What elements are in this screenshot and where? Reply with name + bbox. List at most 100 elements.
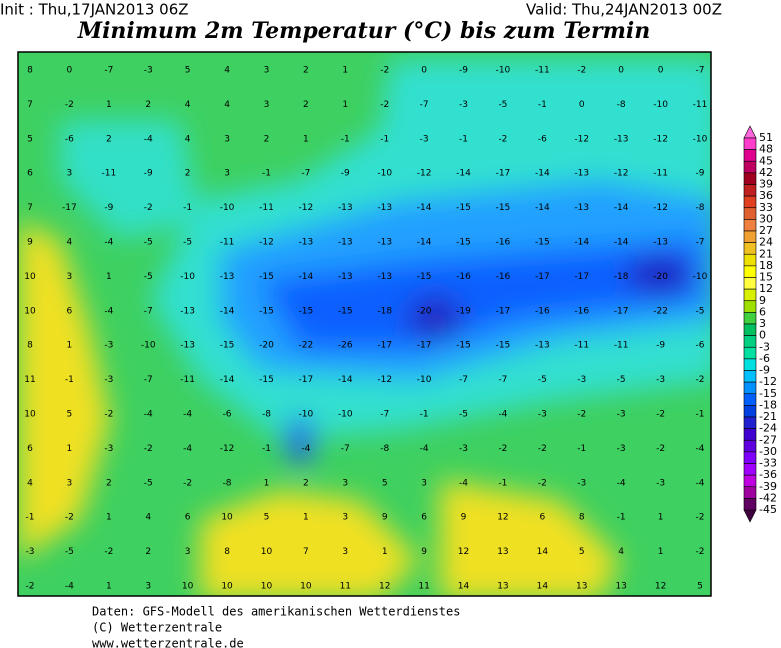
grid-value: -1 [183, 203, 192, 213]
colorbar-box [743, 335, 757, 348]
grid-value: 0 [421, 66, 427, 76]
grid-value: -3 [617, 444, 626, 454]
colorbar-box [743, 393, 757, 406]
grid-value: -16 [496, 272, 511, 282]
grid-value: 12 [497, 513, 508, 523]
grid-value: 5 [579, 547, 585, 557]
grid-value: -3 [420, 134, 429, 144]
grid-value: 9 [27, 238, 33, 248]
grid-value: -4 [144, 134, 153, 144]
grid-value: 11 [418, 582, 429, 592]
colorbar-label: 15 [759, 271, 773, 284]
grid-value: -1 [262, 444, 271, 454]
grid-value: -14 [417, 203, 432, 213]
map-field: 8 0 -7 -3 5 4 3 2 1 -2 0 -9 -10 -11 -2 0 0 -77 -2 1 2 4 4 3 2 1 -2… [18, 52, 711, 596]
grid-value: -1 [498, 478, 507, 488]
grid-value: -8 [262, 410, 271, 420]
grid-value: -2 [183, 478, 192, 488]
grid-value: 1 [303, 513, 309, 523]
grid-value: -9 [656, 341, 665, 351]
grid-value: 4 [185, 100, 191, 110]
grid-value: -5 [144, 478, 153, 488]
grid-value: -11 [693, 100, 708, 110]
grid-value: 2 [264, 134, 270, 144]
grid-value: -1 [380, 134, 389, 144]
grid-value: 0 [579, 100, 585, 110]
colorbar-label: 3 [759, 317, 766, 330]
colorbar-box [743, 230, 757, 243]
grid-value: -12 [417, 169, 432, 179]
grid-value: -13 [377, 272, 392, 282]
grid-value: -15 [496, 341, 511, 351]
grid-value: -4 [183, 444, 192, 454]
grid-value: 3 [145, 582, 151, 592]
colorbar-label: -42 [759, 491, 777, 504]
grid-value: -7 [341, 444, 350, 454]
grid-value: -14 [614, 203, 629, 213]
grid-value: 8 [27, 66, 33, 76]
grid-value: 9 [382, 513, 388, 523]
grid-value: -13 [377, 238, 392, 248]
grid-value: 14 [458, 582, 470, 592]
grid-value: -2 [656, 444, 665, 454]
grid-value: 5 [27, 134, 33, 144]
grid-value: 1 [106, 100, 112, 110]
grid-value: -13 [338, 203, 353, 213]
grid-value: 8 [27, 341, 33, 351]
colorbar-label: 21 [759, 247, 773, 260]
grid-value: -6 [538, 134, 547, 144]
colorbar-box [743, 474, 757, 488]
colorbar-label: -6 [759, 352, 770, 365]
grid-value: 13 [615, 582, 626, 592]
grid-value: 2 [106, 134, 112, 144]
grid-value: -12 [377, 375, 392, 385]
colorbar-label: -27 [759, 433, 777, 446]
grid-value: -1 [696, 410, 705, 420]
colorbar-label: -3 [759, 340, 770, 353]
grid-value: -8 [223, 478, 232, 488]
grid-value: -14 [535, 203, 550, 213]
grid-value: -14 [299, 272, 314, 282]
grid-value: -1 [65, 375, 74, 385]
colorbar-box [743, 253, 757, 267]
grid-value: -10 [141, 341, 156, 351]
grid-value: -5 [144, 272, 153, 282]
grid-value: -4 [696, 444, 705, 454]
grid-value: -20 [417, 306, 432, 316]
grid-value: 12 [379, 582, 390, 592]
grid-value: -13 [338, 238, 353, 248]
colorbar-box [743, 219, 757, 232]
value-labels: 8 0 -7 -3 5 4 3 2 1 -2 0 -9 -10 -11 -2 0 0 -77 -2 1 2 4 4 3 2 1 -2… [24, 66, 707, 592]
colorbar-box [743, 439, 757, 453]
colorbar-box [743, 242, 757, 255]
grid-value: 0 [67, 66, 73, 76]
grid-value: -15 [259, 375, 274, 385]
grid-value: -13 [338, 272, 353, 282]
grid-value: -3 [459, 100, 468, 110]
grid-value: -14 [614, 238, 629, 248]
grid-value: 2 [145, 547, 151, 557]
grid-value: -9 [696, 169, 705, 179]
colorbar-label: -9 [759, 364, 770, 377]
grid-value: 3 [224, 169, 230, 179]
grid-value: -10 [417, 375, 432, 385]
grid-value: -1 [341, 134, 350, 144]
colorbar-label: -18 [759, 398, 777, 411]
grid-value: -2 [104, 547, 113, 557]
grid-value: 10 [221, 582, 233, 592]
grid-value: -8 [696, 203, 705, 213]
grid-value: 3 [67, 478, 73, 488]
map-frame [17, 51, 712, 597]
colorbar-box [743, 149, 757, 162]
colorbar-label: 36 [759, 189, 773, 202]
grid-value: 1 [342, 66, 348, 76]
grid-value: -2 [538, 444, 547, 454]
grid-value: 0 [618, 66, 624, 76]
grid-value: -5 [459, 410, 468, 420]
grid-value: -5 [538, 375, 547, 385]
colorbar-label: 51 [759, 131, 773, 144]
grid-value: -1 [617, 513, 626, 523]
grid-value: 14 [537, 547, 549, 557]
grid-value: -7 [420, 100, 429, 110]
colorbar-label: -39 [759, 480, 777, 493]
